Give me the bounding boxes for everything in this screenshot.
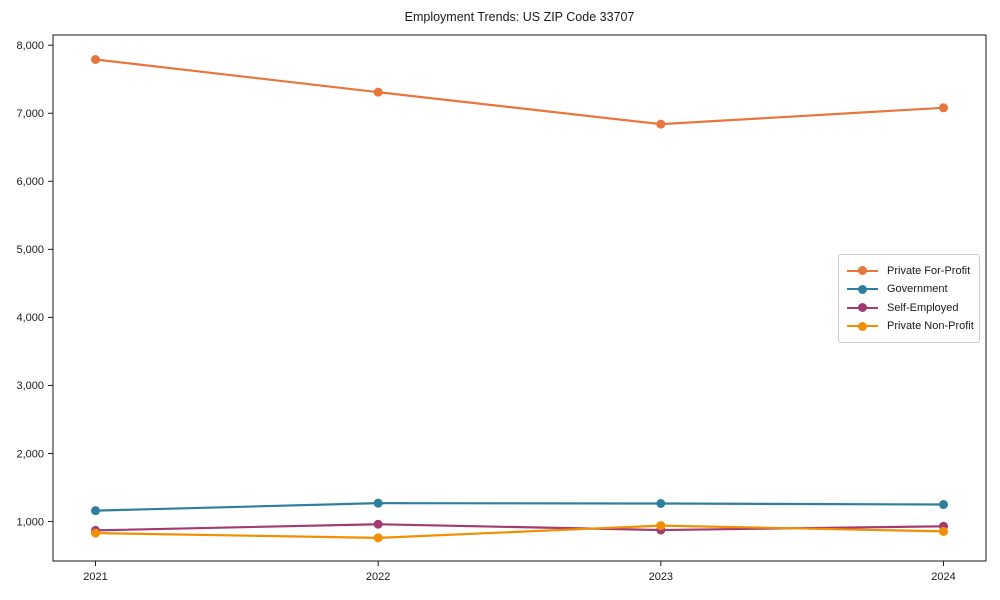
legend-item-private-for-profit: Private For-Profit: [847, 262, 971, 279]
data-point-private-non-profit-2023: [656, 521, 666, 531]
legend: Private For-Profit Government Self-Emplo…: [838, 254, 980, 343]
series-line-private-for-profit: [95, 58, 944, 126]
series-line-government: [95, 502, 944, 512]
x-axis-tick-label: 2022: [366, 571, 390, 583]
y-axis-tick-label: 1,000: [16, 516, 44, 528]
y-axis-tick-label: 3,000: [16, 380, 44, 392]
y-axis-tick-label: 4,000: [16, 312, 44, 324]
data-point-government-2022: [373, 498, 383, 508]
y-axis-tick-label: 2,000: [16, 448, 44, 460]
data-point-private-for-profit-2021: [91, 54, 100, 64]
y-axis-tick-label: 5,000: [16, 244, 44, 256]
data-point-government-2024: [939, 500, 948, 510]
y-axis-tick-label: 8,000: [16, 40, 44, 52]
x-axis-tick-label: 2024: [931, 571, 955, 583]
x-axis-tick-label: 2021: [83, 571, 107, 583]
data-point-private-for-profit-2024: [939, 103, 948, 113]
legend-line-marker-icon: [847, 321, 878, 331]
data-point-private-for-profit-2022: [373, 87, 383, 97]
legend-item-self-employed: Self-Employed: [847, 299, 971, 316]
y-axis-tick-label: 6,000: [16, 176, 44, 188]
legend-item-government: Government: [847, 281, 971, 298]
legend-label: Self-Employed: [887, 301, 959, 314]
chart-title: Employment Trends: US ZIP Code 33707: [404, 10, 635, 24]
data-point-private-non-profit-2021: [91, 528, 100, 538]
data-point-government-2021: [91, 506, 100, 516]
y-axis-tick-label: 7,000: [16, 108, 44, 120]
legend-label: Private For-Profit: [887, 264, 971, 277]
legend-label: Government: [887, 283, 948, 296]
data-point-private-non-profit-2022: [373, 533, 383, 543]
series-line-private-non-profit: [95, 524, 944, 539]
legend-item-private-non-profit: Private Non-Profit: [847, 318, 974, 335]
data-point-private-non-profit-2024: [939, 526, 948, 536]
legend-line-marker-icon: [847, 284, 878, 294]
x-axis-tick-label: 2023: [649, 571, 673, 583]
legend-label: Private Non-Profit: [887, 320, 974, 333]
data-point-government-2023: [656, 499, 666, 509]
legend-line-marker-icon: [847, 266, 878, 275]
legend-line-marker-icon: [847, 303, 878, 313]
data-point-self-employed-2022: [373, 519, 383, 529]
data-point-private-for-profit-2023: [656, 119, 666, 129]
plot-frame: [52, 34, 987, 562]
